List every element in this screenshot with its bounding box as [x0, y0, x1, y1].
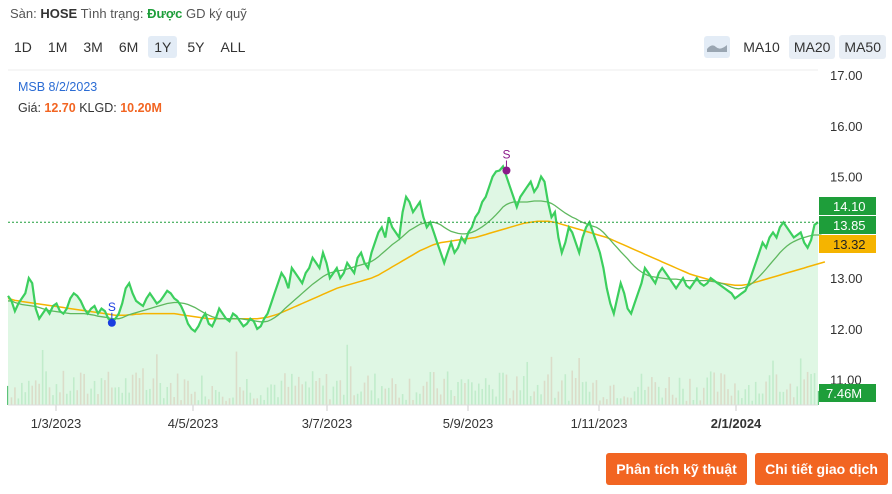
signal-label: S: [502, 148, 510, 162]
x-tick-label: 1/3/2023: [31, 416, 82, 431]
y-tick-label: 12.00: [830, 322, 863, 337]
signal-dot: [107, 318, 116, 327]
volume-label-bg: [819, 384, 876, 402]
ma20-button[interactable]: MA20: [788, 35, 836, 59]
volume-value: 10.20M: [120, 101, 162, 115]
price-label: Giá:: [18, 101, 41, 115]
ma-short-line: [7, 200, 822, 323]
price-label-text: 13.85: [833, 218, 866, 233]
volume-label: KLGD:: [79, 101, 117, 115]
y-tick-label: 17.00: [830, 68, 863, 83]
indicator-toolbar: MA10 MA20 MA50: [704, 35, 886, 59]
y-tick-label: 13.00: [830, 271, 863, 286]
exchange-status-bar: Sàn: HOSE Tình trạng: Được GD ký quỹ: [10, 6, 247, 21]
signal-label: S: [108, 300, 116, 314]
range-1d-button[interactable]: 1D: [14, 39, 32, 55]
x-tick-label: 2/1/2024: [711, 416, 762, 431]
signal-dot: [502, 166, 511, 175]
time-range-selector: 1D 1M 3M 6M 1Y 5Y ALL: [8, 36, 251, 58]
x-tick-label: 1/11/2023: [571, 416, 628, 431]
range-1y-button[interactable]: 1Y: [148, 36, 178, 58]
x-tick-label: 4/5/2023: [168, 416, 219, 431]
x-tick-label: 5/9/2023: [443, 416, 494, 431]
exchange-label: Sàn:: [10, 6, 37, 21]
technical-analysis-button[interactable]: Phân tích kỹ thuật: [606, 453, 747, 485]
ma-long-line: [7, 220, 826, 320]
range-1m-button[interactable]: 1M: [47, 39, 68, 55]
exchange-value: HOSE: [40, 6, 78, 21]
ma10-button[interactable]: MA10: [743, 39, 780, 55]
price-line: [7, 164, 819, 333]
status-label: Tình trạng:: [80, 6, 144, 21]
x-tick-label: 3/7/2023: [302, 416, 353, 431]
volume-label-text: 7.46M: [826, 386, 862, 401]
area-chart-icon[interactable]: [704, 36, 731, 58]
price-area: [8, 166, 818, 405]
price-label-text: 13.32: [833, 237, 866, 252]
range-5y-button[interactable]: 5Y: [187, 39, 205, 55]
range-3m-button[interactable]: 3M: [83, 39, 103, 55]
range-all-button[interactable]: ALL: [220, 39, 246, 55]
price-value: 12.70: [44, 101, 76, 115]
trading-details-button[interactable]: Chi tiết giao dịch: [755, 453, 888, 485]
tooltip-info: MSB 8/2/2023 Giá: 12.70 KLGD: 10.20M: [18, 80, 162, 115]
range-6m-button[interactable]: 6M: [118, 39, 139, 55]
y-tick-label: 11.00: [830, 373, 862, 388]
y-tick-label: 16.00: [830, 119, 863, 134]
price-label-bg: [819, 216, 876, 234]
y-tick-label: 15.00: [830, 170, 863, 185]
status-suffix: GD ký quỹ: [186, 6, 247, 21]
ma50-button[interactable]: MA50: [839, 35, 886, 59]
status-value: Được: [147, 6, 183, 21]
price-label-text: 14.10: [833, 199, 866, 214]
price-label-bg: [819, 197, 876, 215]
symbol-date: MSB 8/2/2023: [18, 80, 98, 94]
price-label-bg: [819, 235, 876, 253]
